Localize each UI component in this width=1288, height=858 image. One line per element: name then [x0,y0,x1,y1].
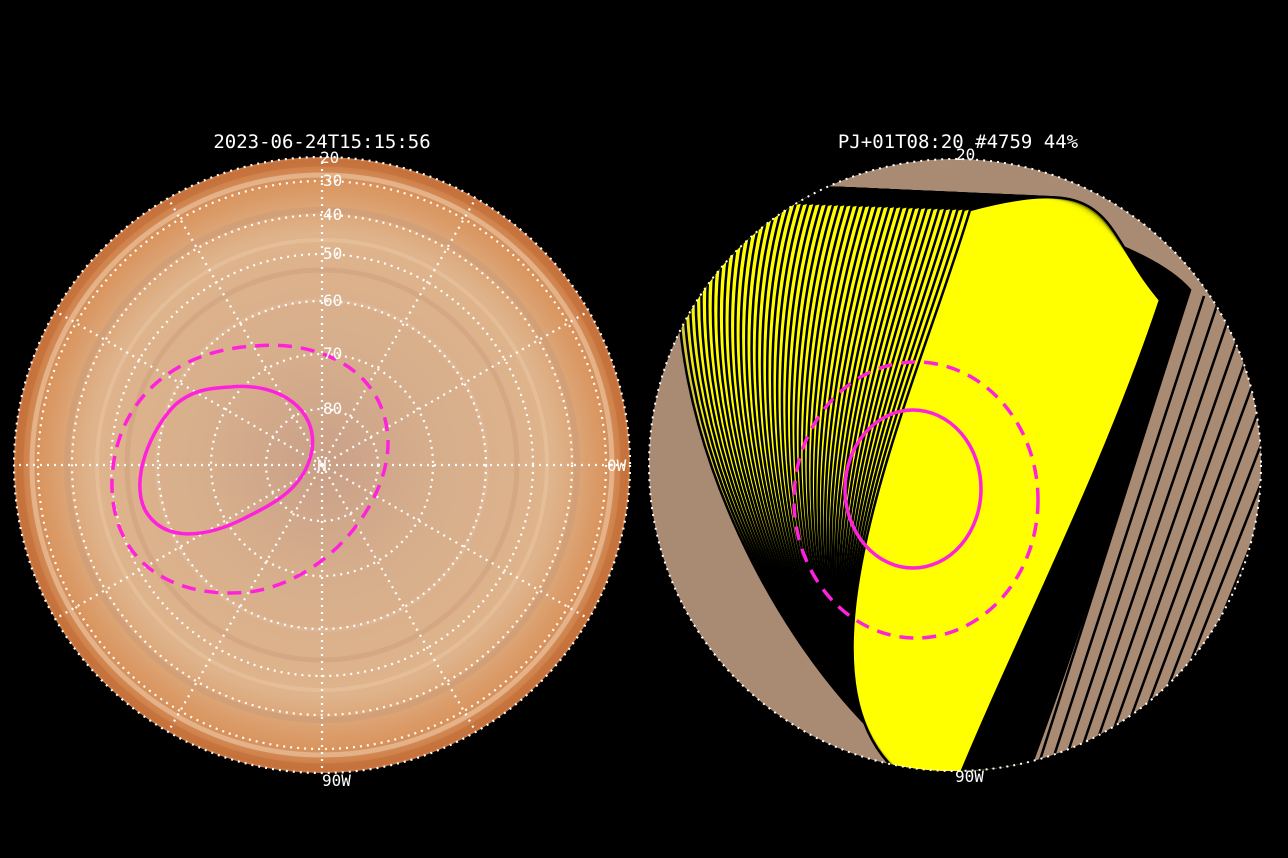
footprint-edge-line [1150,337,1261,729]
auroral-oval-dashed-right [792,360,1040,640]
footprint-swaths [649,159,1261,771]
svg-text:30: 30 [323,171,342,190]
left-panel: 2023-06-24T15:15:56 [12,131,632,790]
auroral-oval-solid [138,384,315,536]
lon-label-90w-right: 90W [955,767,984,786]
right-panel-title: PJ+01T08:20 #4759 44% [838,131,1079,153]
footprint-edge-line [1080,307,1234,749]
lon-label-90w: 90W [322,771,351,790]
svg-text:50: 50 [323,244,342,263]
svg-text:20: 20 [320,148,339,167]
footprint-edge-line [1038,289,1192,761]
lon-label-0w: 0W [607,456,627,475]
svg-text:70: 70 [323,344,342,363]
latitude-labels: 20 30 40 50 60 70 80 [320,148,342,418]
footprint-edge-line [1122,325,1261,737]
left-panel-title: 2023-06-24T15:15:56 [213,131,430,153]
footprint-edge-line [1052,295,1206,757]
auroral-oval-solid-right [843,408,983,570]
svg-text:80: 80 [323,399,342,418]
footprint-swath [851,195,1162,771]
svg-text:40: 40 [323,205,342,224]
longitude-grid [14,157,630,773]
footprint-edge-line [1108,319,1261,741]
footprint-edge-line [1136,331,1261,733]
footprint-edge-line [1066,301,1220,753]
footprint-edge-line [1094,313,1248,745]
svg-text:60: 60 [323,291,342,310]
lat-label-right: 20 [956,145,975,164]
pole-label: N [317,456,327,475]
right-panel: PJ+01T08:20 #4759 44% 20 90W [648,131,1262,786]
